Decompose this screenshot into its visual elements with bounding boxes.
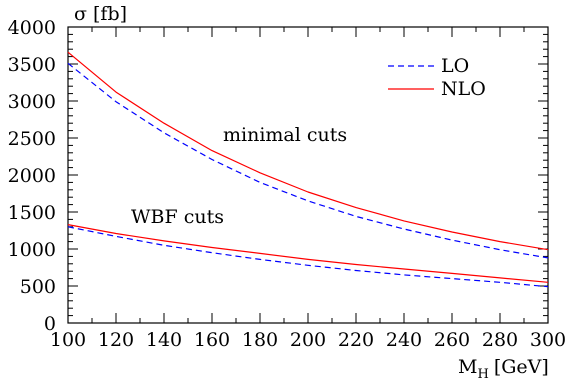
- tick-labels: 100 120 140 160 180 200 220 240 260 280 3000500100…: [8, 17, 566, 351]
- x-axis-label-unit: [GeV]: [494, 356, 549, 378]
- y-tick-label: 0: [44, 313, 56, 335]
- y-tick-label: 500: [20, 276, 56, 298]
- x-tick-label: 280: [482, 329, 518, 351]
- x-tick-label: 160: [194, 329, 230, 351]
- x-tick-label: 240: [386, 329, 422, 351]
- y-tick-label: 2000: [8, 165, 56, 187]
- x-axis-label-main: M: [458, 356, 477, 378]
- series-line-nlo-minimal-cuts: [67, 51, 549, 251]
- y-tick-label: 1000: [8, 239, 56, 261]
- series-line-nlo-wbf-cuts: [67, 224, 549, 283]
- y-tick-label: 3500: [8, 54, 56, 76]
- x-tick-label: 200: [290, 329, 326, 351]
- x-tick-label: 300: [530, 329, 566, 351]
- y-tick-label: 1500: [8, 202, 56, 224]
- x-axis-label-subscript: H: [477, 367, 488, 381]
- y-tick-label: 4000: [8, 17, 56, 39]
- legend: LO NLO: [388, 55, 486, 100]
- x-tick-label: 220: [338, 329, 374, 351]
- ticks: [67, 26, 549, 324]
- legend-label-lo: LO: [441, 55, 469, 77]
- x-tick-label: 140: [146, 329, 182, 351]
- annotation-minimal-cuts: minimal cuts: [223, 124, 347, 146]
- plot-frame: [67, 26, 549, 324]
- x-tick-label: 100: [50, 329, 86, 351]
- y-axis-label: σ [fb]: [74, 3, 127, 25]
- y-tick-label: 3000: [8, 91, 56, 113]
- legend-label-nlo: NLO: [441, 78, 486, 100]
- series-line-lo-minimal-cuts: [67, 62, 549, 259]
- series-line-lo-wbf-cuts: [67, 226, 549, 288]
- x-tick-label: 120: [98, 329, 134, 351]
- annotation-wbf-cuts: WBF cuts: [131, 206, 224, 228]
- y-tick-label: 2500: [8, 128, 56, 150]
- x-tick-label: 260: [434, 329, 470, 351]
- x-tick-label: 180: [242, 329, 278, 351]
- x-axis-label: MH [GeV]: [458, 356, 549, 381]
- series-layer: [67, 51, 549, 288]
